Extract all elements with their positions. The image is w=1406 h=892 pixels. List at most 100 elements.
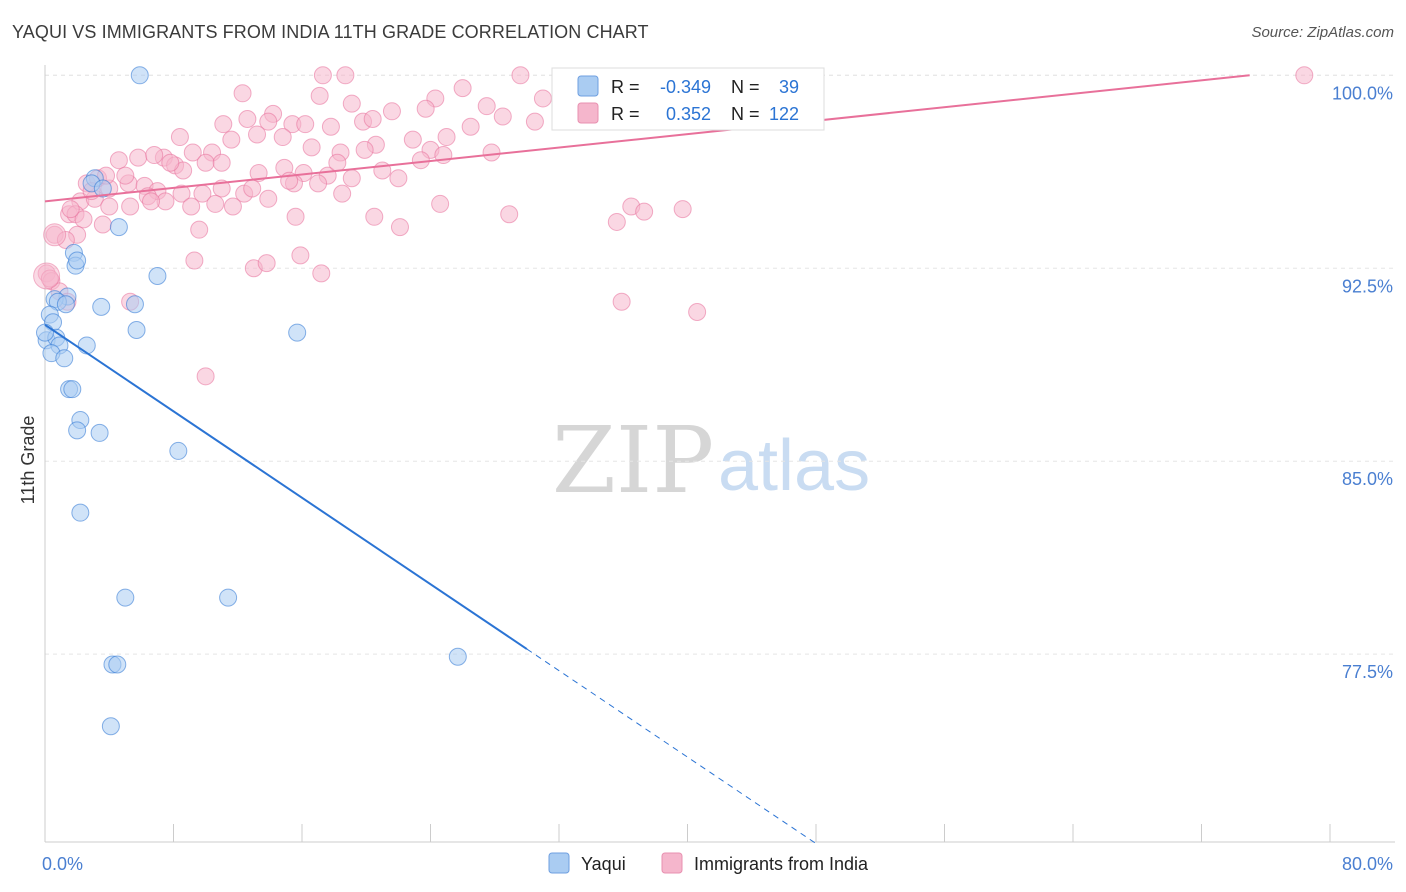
stats-india-n-label: N = [731, 104, 760, 124]
yaqui-point [92, 297, 111, 316]
india-point [196, 153, 215, 172]
legend-india-swatch[interactable] [661, 852, 683, 874]
x-tick-label-max: 80.0% [1342, 854, 1393, 874]
india-point [223, 197, 242, 216]
india-point [109, 151, 128, 170]
yaqui-point [130, 66, 149, 85]
legend-yaqui-label[interactable]: Yaqui [581, 854, 626, 874]
india-point [342, 94, 361, 113]
india-point [170, 128, 189, 147]
yaqui-trend-line [44, 324, 528, 650]
india-point [243, 179, 262, 198]
india-point [212, 153, 231, 172]
stats-india-r-label: R = [611, 104, 640, 124]
india-point [363, 110, 382, 129]
india-point [313, 66, 332, 85]
yaqui-point [169, 441, 188, 460]
stats-yaqui-n-label: N = [731, 77, 760, 97]
india-point-large [43, 223, 67, 247]
india-point [249, 164, 268, 183]
india-point [321, 117, 340, 136]
y-tick-label: 85.0% [1342, 469, 1393, 489]
yaqui-point [448, 647, 467, 666]
india-point [273, 128, 292, 147]
yaqui-point [125, 295, 144, 314]
india-point [333, 184, 352, 203]
india-point [248, 125, 267, 144]
india-point [477, 97, 496, 116]
india-point [259, 189, 278, 208]
india-point [291, 246, 310, 265]
yaqui-point [93, 179, 112, 198]
india-point [296, 115, 315, 134]
y-tick-label: 100.0% [1332, 83, 1393, 103]
india-point [607, 212, 626, 231]
legend-yaqui-swatch[interactable] [548, 852, 570, 874]
india-point [411, 151, 430, 170]
india-point [336, 66, 355, 85]
india-point [214, 115, 233, 134]
india-point [74, 210, 93, 229]
india-point [328, 153, 347, 172]
india-point [493, 107, 512, 126]
axes: 77.5% 85.0% 92.5% 100.0% [44, 65, 1395, 843]
yaqui-point [55, 349, 74, 368]
stats-india-swatch [577, 102, 599, 124]
india-point [116, 166, 135, 185]
yaqui-point [36, 323, 54, 342]
watermark-atlas: atlas [718, 426, 870, 506]
india-point [233, 84, 252, 103]
yaqui-trend-extension [526, 648, 817, 844]
india-point-large [33, 262, 61, 290]
india-point [257, 254, 276, 273]
india-point [403, 130, 422, 149]
india-point [500, 205, 519, 224]
india-point [93, 215, 112, 234]
india-point [185, 251, 204, 270]
india-point [302, 138, 321, 157]
yaqui-point [127, 321, 146, 340]
y-axis-label: 11th Grade [18, 416, 38, 505]
india-point [511, 66, 530, 85]
india-point [390, 218, 409, 237]
india-point [612, 292, 631, 311]
stats-india-n-value: 122 [769, 104, 799, 124]
india-point [461, 117, 480, 136]
india-point [533, 89, 552, 108]
yaqui-point [68, 421, 87, 440]
yaqui-point [101, 717, 120, 736]
india-point [100, 197, 119, 216]
india-point [365, 207, 384, 226]
india-point [145, 146, 164, 165]
watermark-zip: ZIP [552, 407, 714, 514]
stats-yaqui-r-label: R = [611, 77, 640, 97]
india-point [482, 143, 501, 162]
source-note: Source: ZipAtlas.com [1251, 24, 1394, 41]
yaqui-point [68, 251, 87, 270]
india-point [453, 79, 472, 98]
stats-yaqui-n-value: 39 [779, 77, 799, 97]
india-point [309, 174, 328, 193]
chart-title: YAQUI VS IMMIGRANTS FROM INDIA 11TH GRAD… [12, 22, 649, 42]
india-point [142, 192, 161, 211]
india-point [342, 169, 361, 188]
india-point [312, 264, 331, 283]
x-tick-label-min: 0.0% [42, 854, 83, 874]
yaqui-point [77, 336, 96, 355]
india-point [222, 130, 241, 149]
india-point [382, 102, 401, 121]
india-point [688, 302, 707, 321]
yaqui-point [288, 323, 307, 342]
india-point [389, 169, 408, 188]
legend-india-label[interactable]: Immigrants from India [694, 854, 869, 874]
india-point [61, 200, 80, 219]
stats-yaqui-r-value: -0.349 [660, 77, 711, 97]
india-point [172, 184, 191, 203]
yaqui-point [116, 588, 135, 607]
india-point [635, 202, 654, 221]
stats-india-r-value: 0.352 [666, 104, 711, 124]
india-point [206, 194, 225, 213]
yaqui-point [109, 218, 128, 237]
india-points [33, 66, 1314, 386]
